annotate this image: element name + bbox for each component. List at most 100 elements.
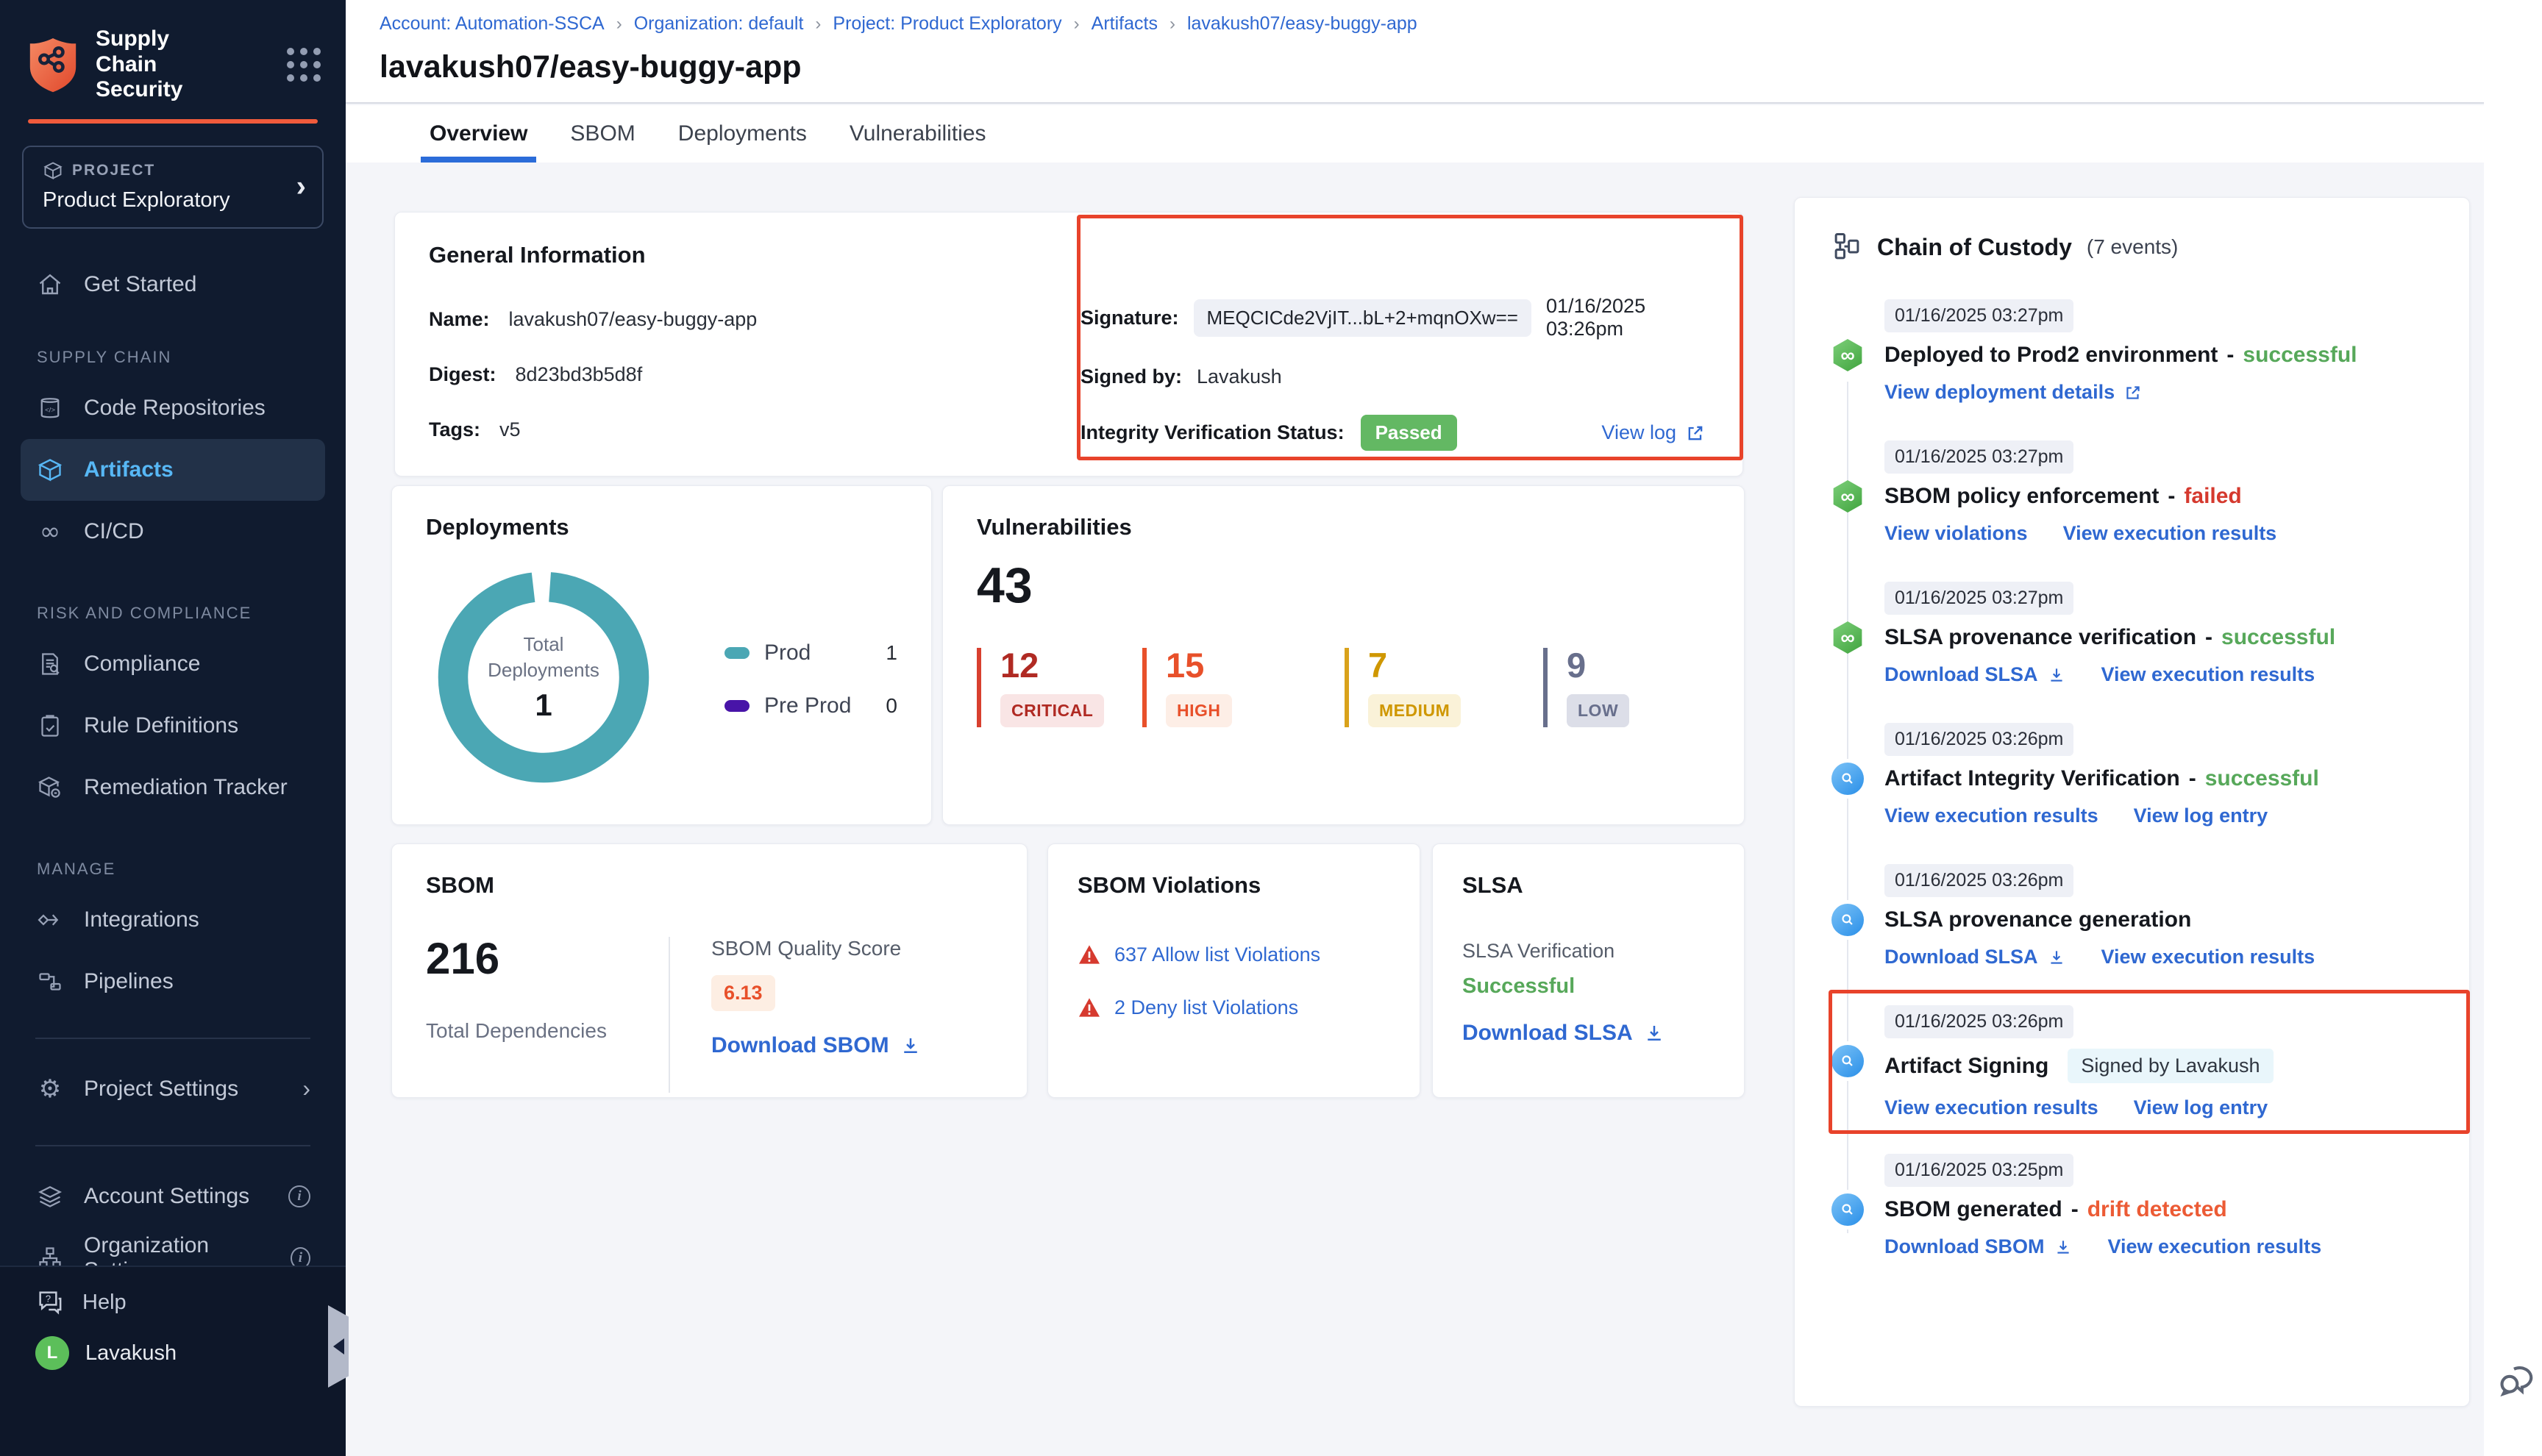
deny-list-violations-link[interactable]: 2 Deny list Violations (1114, 996, 1298, 1019)
event-title: Artifact Signing (1884, 1054, 2048, 1079)
name-label: Name: (429, 308, 490, 331)
project-kicker-label: PROJECT (72, 162, 155, 179)
sidebar-item-label: Help (82, 1291, 127, 1315)
donut-total-value: 1 (535, 688, 552, 723)
events-count: (7 events) (2087, 235, 2179, 259)
compliance-doc-icon (35, 649, 65, 679)
tab-deployments[interactable]: Deployments (678, 105, 807, 163)
sidebar-header: Supply Chain Security (0, 0, 346, 103)
event-timestamp: 01/16/2025 03:27pm (1884, 440, 2073, 474)
legend-label: Prod (764, 640, 811, 665)
download-sbom-link[interactable]: Download SBOM (711, 1033, 922, 1058)
sbom-quality: SBOM Quality Score 6.13 Download SBOM (711, 937, 922, 1093)
download-slsa-link[interactable]: Download SLSA (1462, 1021, 1715, 1046)
collapse-sidebar-icon[interactable] (328, 1305, 349, 1388)
app-title: Supply Chain Security (96, 26, 235, 103)
view-execution-results-link[interactable]: View execution results (1884, 1096, 2098, 1119)
breadcrumb-artifacts[interactable]: Artifacts (1092, 13, 1158, 35)
sidebar-item-account-settings[interactable]: Account Settings i (21, 1166, 325, 1227)
event-status: failed (2184, 484, 2241, 509)
chevron-right-icon: › (296, 171, 306, 204)
sidebar-item-code-repositories[interactable]: </> Code Repositories (21, 377, 325, 439)
sidebar-item-compliance[interactable]: Compliance (21, 633, 325, 695)
view-deployment-details-link[interactable]: View deployment details (1884, 381, 2143, 404)
donut-center-label: Total Deployments (477, 632, 610, 683)
event-title: SBOM policy enforcement (1884, 484, 2159, 509)
project-name: Product Exploratory (43, 188, 303, 213)
name-value: lavakush07/easy-buggy-app (509, 308, 758, 331)
download-icon (2047, 948, 2066, 967)
breadcrumb-organization[interactable]: Organization: default (634, 13, 804, 35)
event-title: SLSA provenance generation (1884, 907, 2191, 932)
chain-of-custody-card: Chain of Custody (7 events) ∞ 01/16/2025… (1794, 197, 2470, 1407)
signature-label: Signature: (1080, 307, 1179, 329)
legend-label: Pre Prod (764, 693, 851, 718)
view-log-entry-link[interactable]: View log entry (2134, 1096, 2268, 1119)
page-header: Account: Automation-SSCA › Organization: … (346, 0, 2484, 104)
user-menu[interactable]: L Lavakush (35, 1336, 310, 1370)
timeline-event-sbom-generated: 01/16/2025 03:25pm SBOM generated - drif… (1831, 1154, 2432, 1260)
info-icon[interactable]: i (288, 1185, 310, 1207)
sidebar-item-get-started[interactable]: Get Started (21, 254, 325, 315)
event-separator: - (2168, 484, 2175, 509)
sidebar-item-label: Account Settings (84, 1184, 249, 1209)
timeline-event-deployed-to-prod2: ∞ 01/16/2025 03:27pm Deployed to Prod2 e… (1831, 299, 2432, 406)
legend-count: 0 (886, 694, 897, 718)
tags-label: Tags: (429, 418, 480, 441)
view-log-entry-link[interactable]: View log entry (2134, 804, 2268, 827)
event-status: successful (2205, 766, 2319, 791)
sidebar-item-remediation-tracker[interactable]: Remediation Tracker (21, 757, 325, 818)
tab-overview[interactable]: Overview (430, 105, 527, 163)
tab-sbom[interactable]: SBOM (570, 105, 635, 163)
download-icon (1643, 1022, 1665, 1044)
severity-badge: CRITICAL (1000, 694, 1104, 727)
event-title: Deployed to Prod2 environment (1884, 343, 2218, 368)
view-execution-results-link[interactable]: View execution results (1884, 804, 2098, 827)
sidebar-item-pipelines[interactable]: Pipelines (21, 951, 325, 1013)
event-separator: - (2189, 766, 2196, 791)
breadcrumb-account[interactable]: Account: Automation-SSCA (380, 13, 605, 35)
view-execution-results-link[interactable]: View execution results (2101, 946, 2315, 968)
severity-row: 12 CRITICAL 15 HIGH 7 MEDIUM 9 LOW (977, 648, 1710, 727)
allow-list-violations-link[interactable]: 637 Allow list Violations (1114, 943, 1320, 966)
sidebar-item-artifacts[interactable]: Artifacts (21, 439, 325, 501)
sidebar-item-label: Get Started (84, 272, 196, 297)
signature-timestamp: 01/16/2025 03:26pm (1546, 295, 1706, 340)
external-link-icon (2123, 383, 2143, 402)
sidebar-item-label: CI/CD (84, 519, 144, 544)
view-execution-results-link[interactable]: View execution results (2101, 663, 2315, 686)
sidebar-item-integrations[interactable]: Integrations (21, 889, 325, 951)
view-execution-results-link[interactable]: View execution results (2108, 1235, 2322, 1258)
project-selector[interactable]: PROJECT Product Exploratory › (22, 146, 324, 229)
sidebar-item-cicd[interactable]: ∞ CI/CD (21, 501, 325, 563)
sidebar-item-help[interactable]: ? Help (35, 1288, 310, 1317)
view-log-link[interactable]: View log (1601, 421, 1706, 444)
sbom-total-label: Total Dependencies (426, 1019, 607, 1043)
breadcrumb-project[interactable]: Project: Product Exploratory (833, 13, 1061, 35)
breadcrumb-separator: › (1074, 14, 1080, 35)
timeline-event-slsa-provenance-generation: 01/16/2025 03:26pm SLSA provenance gener… (1831, 864, 2432, 971)
chat-bubbles-icon[interactable] (2497, 1357, 2540, 1400)
deployments-donut-chart: Total Deployments 1 (433, 567, 654, 788)
timeline-event-sbom-policy-enforcement: ∞ 01/16/2025 03:27pm SBOM policy enforce… (1831, 440, 2432, 547)
signed-by-label: Signed by: (1080, 365, 1182, 388)
view-execution-results-link[interactable]: View execution results (2063, 522, 2277, 545)
avatar: L (35, 1336, 69, 1370)
tab-vulnerabilities[interactable]: Vulnerabilities (850, 105, 986, 163)
scan-circle-blue-icon (1831, 1193, 1864, 1226)
rule-clipboard-icon (35, 711, 65, 741)
breadcrumb-separator: › (815, 14, 821, 35)
slsa-verification-status: Successful (1462, 974, 1715, 999)
apps-grid-icon[interactable] (287, 48, 321, 82)
sbom-violations-card: SBOM Violations 637 Allow list Violation… (1047, 843, 1420, 1098)
view-violations-link[interactable]: View violations (1884, 522, 2028, 545)
download-slsa-link[interactable]: Download SLSA (1884, 946, 2066, 968)
download-sbom-link[interactable]: Download SBOM (1884, 1235, 2073, 1258)
breadcrumb-artifact-name[interactable]: lavakush07/easy-buggy-app (1187, 13, 1417, 35)
link-label: View log entry (2134, 1096, 2268, 1119)
sidebar-item-project-settings[interactable]: ⚙ Project Settings › (21, 1058, 325, 1120)
card-title: Chain of Custody (1877, 234, 2072, 261)
sidebar-item-rule-definitions[interactable]: Rule Definitions (21, 695, 325, 757)
link-label: View deployment details (1884, 381, 2115, 404)
download-slsa-link[interactable]: Download SLSA (1884, 663, 2066, 686)
